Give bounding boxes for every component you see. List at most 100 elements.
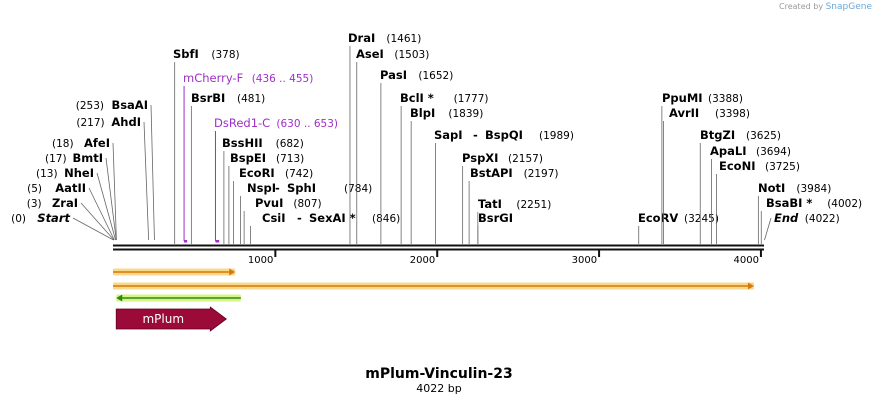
site-bstapi: BstAPI (2197): [468, 166, 559, 244]
site-name: DraI: [348, 31, 375, 45]
site-name: AatII: [55, 181, 86, 195]
site-sapi: SapI - BspQI (1989): [434, 128, 574, 244]
site-ahdi: AhdI (217): [76, 115, 150, 241]
primer-range: (630 .. 653): [276, 118, 338, 130]
site-position: (3625): [746, 130, 781, 142]
site-ppumi: PpuMI (3388): [661, 91, 743, 244]
site-position: (3984): [796, 183, 831, 195]
site-blpi: BlpI (1839): [410, 106, 483, 244]
axis-tick-2000: 2000: [410, 250, 439, 266]
site-position: (3398): [715, 108, 750, 120]
site-position: (742): [285, 168, 313, 180]
site-name: PvuI: [255, 196, 283, 210]
site-bsrgi: BsrGI: [477, 211, 513, 244]
site-name: BmtI: [72, 151, 103, 165]
site-pvui: PvuI (807): [243, 196, 322, 244]
orf-arrow-2: [113, 282, 754, 290]
site-position: (1503): [394, 49, 429, 61]
site-name: EcoNI: [719, 159, 755, 173]
site-position: (2251): [516, 199, 551, 211]
site-name: AfeI: [84, 136, 110, 150]
site-position: (3): [27, 198, 42, 210]
site-name: BtgZI: [700, 128, 735, 142]
site-name: TatI: [478, 197, 502, 211]
site-position: (807): [293, 198, 321, 210]
site-bmti: BmtI (17): [45, 151, 117, 241]
site-bsaai: BsaAI (253): [76, 98, 155, 241]
site-name: PasI: [380, 68, 407, 82]
site-position: (682): [276, 138, 304, 150]
site-position: (0): [11, 213, 26, 225]
site-csii: CsiI - SexAI * (846): [250, 211, 400, 244]
site-name: BsrGI: [478, 211, 513, 225]
feature-mplum: mPlum: [115, 306, 227, 332]
site-name: BstAPI: [470, 166, 513, 180]
site-pasi: PasI (1652): [380, 68, 453, 244]
site-drai: DraI (1461): [348, 31, 421, 244]
site-asei: AseI (1503): [356, 47, 429, 244]
site-name: End: [774, 211, 799, 225]
site-name: AvrII: [669, 106, 699, 120]
site-avrii: AvrII (3398): [663, 106, 750, 244]
site-name: BssHII: [222, 136, 263, 150]
site-name: NheI: [64, 166, 94, 180]
site-position: (1652): [418, 70, 453, 82]
axis-tick-label: 1000: [248, 255, 273, 266]
site-position: (3725): [765, 161, 800, 173]
site-nspi: NspI - SphI (784): [239, 181, 372, 244]
primer-range: (436 .. 455): [252, 73, 314, 85]
brand-created-by: Created by: [779, 2, 824, 11]
site-name: PspXI: [462, 151, 498, 165]
site-name: EcoRI: [239, 166, 275, 180]
site-zrai: ZraI (3): [27, 196, 115, 241]
site-dash: -: [473, 128, 478, 142]
site-name: SbfI: [173, 47, 199, 61]
site-nhei: NheI (13): [36, 166, 116, 241]
site-sbfi: SbfI (378): [173, 47, 240, 244]
site-name: NspI: [247, 181, 276, 195]
site-name: BlpI: [410, 106, 435, 120]
site-position: (3245): [684, 213, 719, 225]
site-start: Start (0): [11, 211, 114, 241]
site-tati: TatI (2251): [477, 197, 551, 244]
site-ecori: EcoRI (742): [233, 166, 313, 244]
site-econi: EcoNI (3725): [716, 159, 800, 244]
site-apali: ApaLI (3694): [710, 144, 791, 244]
axis-tick-label: 4000: [733, 255, 758, 266]
axis-tick-label: 2000: [410, 255, 435, 266]
site-dash: -: [275, 181, 280, 195]
site-position: (713): [276, 153, 304, 165]
backbone: [113, 244, 764, 251]
site-position: (1777): [454, 93, 489, 105]
site-ecorv: EcoRV (3245): [638, 211, 719, 244]
axis-tick-label: 3000: [572, 255, 597, 266]
site-name: BspEI: [230, 151, 266, 165]
site-position: (1461): [386, 33, 421, 45]
site-position: (4002): [827, 198, 862, 210]
site-name: AhdI: [111, 115, 141, 129]
snapgene-brand: Created by SnapGene: [779, 2, 872, 12]
primer-name: mCherry-F: [183, 71, 243, 85]
orf-arrow-3: [116, 294, 241, 302]
site-pspxi: PspXI (2157): [462, 151, 543, 244]
site-name: EcoRV: [638, 211, 678, 225]
site-name: ZraI: [52, 196, 78, 210]
site-name: CsiI: [262, 211, 286, 225]
primer-mcherry-f: mCherry-F (436 .. 455): [183, 71, 313, 243]
site-name: BsrBI: [191, 91, 225, 105]
site-name: PpuMI: [662, 91, 703, 105]
site-end: End (4022): [764, 211, 840, 241]
brand-name: SnapGene: [825, 2, 872, 12]
site-name: Start: [37, 211, 70, 225]
site-name: BclI *: [400, 91, 434, 105]
axis-tick-1000: 1000: [248, 250, 277, 266]
map-length: 4022 bp: [416, 382, 461, 395]
feature-label: mPlum: [142, 312, 184, 326]
site-position: (4022): [805, 213, 840, 225]
site-noti: NotI (3984): [757, 181, 831, 244]
site-position: (378): [211, 49, 239, 61]
site-name-2: BspQI: [485, 128, 523, 142]
site-dash: -: [297, 211, 302, 225]
